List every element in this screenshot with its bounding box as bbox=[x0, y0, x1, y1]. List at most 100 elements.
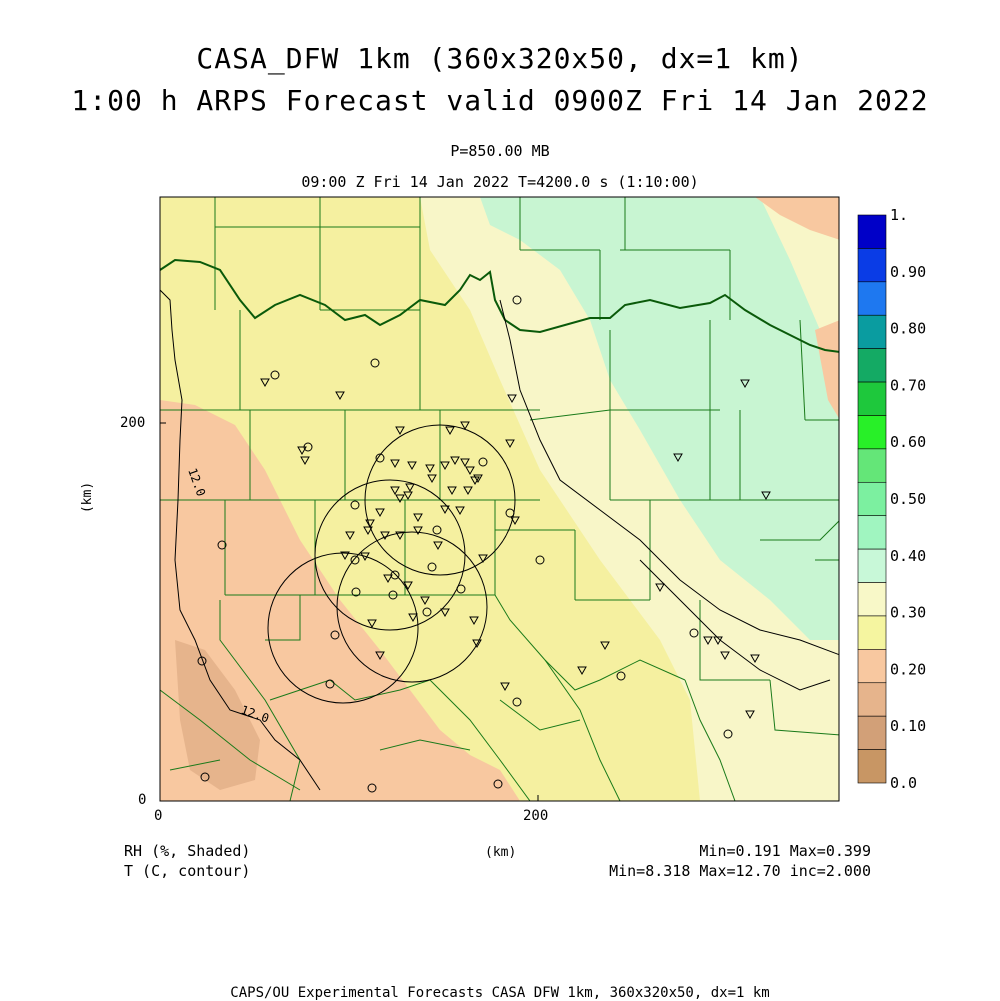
station-triangle bbox=[407, 461, 417, 471]
colorbar-swatch bbox=[857, 682, 887, 717]
station-triangle bbox=[408, 613, 418, 623]
y-tick-200: 200 bbox=[120, 415, 146, 431]
station-triangle bbox=[375, 508, 385, 518]
station-triangle bbox=[455, 506, 465, 516]
station-triangle bbox=[335, 391, 345, 401]
station-circle bbox=[350, 500, 360, 510]
station-triangle bbox=[340, 551, 350, 561]
station-triangle bbox=[403, 581, 413, 591]
station-triangle bbox=[260, 378, 270, 388]
station-circle bbox=[512, 697, 522, 707]
station-markers bbox=[197, 295, 771, 793]
station-circle bbox=[375, 453, 385, 463]
station-triangle bbox=[413, 513, 423, 523]
station-triangle bbox=[427, 474, 437, 484]
station-circle bbox=[197, 656, 207, 666]
colorbar-swatch bbox=[857, 749, 887, 784]
station-circle bbox=[303, 442, 313, 452]
station-triangle bbox=[600, 641, 610, 651]
colorbar-swatch bbox=[857, 348, 887, 383]
station-circle bbox=[616, 671, 626, 681]
station-circle bbox=[350, 555, 360, 565]
colorbar: 1. 0.90 0.80 0.70 0.60 0.50 0.40 0.30 0.20 0.10 0.… bbox=[857, 206, 926, 792]
station-triangle bbox=[507, 394, 517, 404]
station-triangle bbox=[470, 476, 480, 486]
x-axis-unit: (km) bbox=[485, 845, 517, 860]
colorbar-swatch bbox=[857, 214, 887, 249]
station-triangle bbox=[510, 516, 520, 526]
station-circle bbox=[270, 370, 280, 380]
station-circle bbox=[535, 555, 545, 565]
contour-minmax: Min=8.318 Max=12.70 inc=2.000 bbox=[609, 862, 871, 880]
radar-range-rings bbox=[267, 424, 516, 704]
station-circle bbox=[390, 570, 400, 580]
station-triangle bbox=[469, 616, 479, 626]
station-triangle bbox=[740, 379, 750, 389]
rh-0.20-right-edge bbox=[815, 320, 839, 419]
station-triangle bbox=[460, 458, 470, 468]
station-circle bbox=[505, 508, 515, 518]
station-triangle bbox=[297, 446, 307, 456]
station-triangle bbox=[447, 486, 457, 496]
station-circle bbox=[367, 783, 377, 793]
station-triangle bbox=[460, 421, 470, 431]
station-triangle bbox=[405, 483, 415, 493]
station-triangle bbox=[375, 651, 385, 661]
station-circle bbox=[723, 729, 733, 739]
station-triangle bbox=[761, 491, 771, 501]
radar-ring bbox=[336, 531, 488, 683]
station-triangle bbox=[413, 526, 423, 536]
station-triangle bbox=[720, 651, 730, 661]
rh-0.20-corner-top bbox=[755, 197, 839, 240]
station-circle bbox=[388, 590, 398, 600]
station-circle bbox=[432, 525, 442, 535]
axis-ticks bbox=[159, 422, 539, 801]
station-circle bbox=[689, 628, 699, 638]
rh-shading bbox=[160, 197, 839, 801]
state-boundary bbox=[160, 258, 839, 353]
colorbar-label: 0.60 bbox=[890, 433, 926, 451]
station-circle bbox=[493, 779, 503, 789]
station-triangle bbox=[383, 574, 393, 584]
colorbar-label: 0.70 bbox=[890, 376, 926, 394]
station-circle bbox=[512, 295, 522, 305]
y-tick-0: 0 bbox=[138, 792, 147, 808]
station-triangle bbox=[673, 453, 683, 463]
temperature-contours bbox=[160, 289, 839, 791]
station-triangle bbox=[745, 710, 755, 720]
rh-0.40-region bbox=[480, 197, 839, 640]
colorbar-swatch bbox=[857, 481, 887, 517]
station-triangle bbox=[465, 466, 475, 476]
station-triangle bbox=[478, 554, 488, 564]
station-triangle bbox=[395, 531, 405, 541]
shaded-minmax: Min=0.191 Max=0.399 bbox=[699, 842, 871, 860]
station-triangle bbox=[445, 426, 455, 436]
x-tick-0: 0 bbox=[154, 808, 163, 824]
station-circle bbox=[456, 584, 466, 594]
station-triangle bbox=[395, 426, 405, 436]
plot-frame bbox=[159, 196, 840, 802]
county-boundaries bbox=[160, 197, 839, 801]
contour-field-label: T (C, contour) bbox=[124, 862, 251, 880]
station-triangle bbox=[300, 456, 310, 466]
credit-footer: CAPS/OU Experimental Forecasts CASA DFW … bbox=[230, 985, 770, 1001]
station-triangle bbox=[440, 608, 450, 618]
station-circle bbox=[325, 679, 335, 689]
station-triangle bbox=[577, 666, 587, 676]
station-circle bbox=[422, 607, 432, 617]
station-triangle bbox=[433, 541, 443, 551]
colorbar-swatch bbox=[857, 248, 887, 283]
station-circle bbox=[217, 540, 227, 550]
station-circle bbox=[351, 587, 361, 597]
station-triangle bbox=[367, 619, 377, 629]
station-circle bbox=[478, 457, 488, 467]
colorbar-swatch bbox=[857, 715, 887, 750]
station-triangle bbox=[703, 636, 713, 646]
colorbar-swatch bbox=[857, 381, 887, 416]
rh-0.15-region bbox=[175, 640, 260, 790]
station-triangle bbox=[395, 494, 405, 504]
station-triangle bbox=[463, 486, 473, 496]
colorbar-label: 0.30 bbox=[890, 604, 926, 622]
station-triangle bbox=[713, 636, 723, 646]
